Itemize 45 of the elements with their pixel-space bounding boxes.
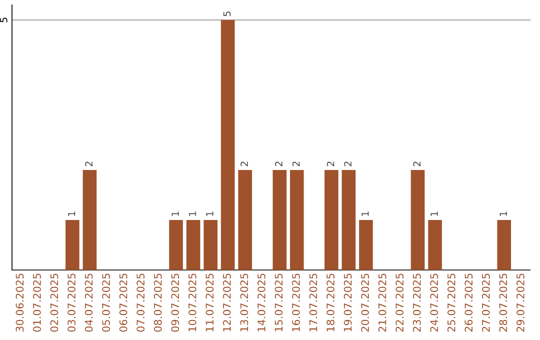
x-tick-label: 25.07.2025 xyxy=(447,274,456,332)
x-tick-label: 23.07.2025 xyxy=(412,274,421,332)
x-tick-label: 10.07.2025 xyxy=(188,274,196,332)
data-label: 2 xyxy=(292,162,300,166)
x-tick-label: 02.07.2025 xyxy=(50,274,58,332)
x-tick-label: 05.07.2025 xyxy=(102,274,110,332)
data-label: 1 xyxy=(172,212,179,216)
x-tick-label: 11.07.2025 xyxy=(206,274,214,332)
x-tick-label: 27.07.2025 xyxy=(482,274,490,332)
x-tick-label: 18.07.2025 xyxy=(326,274,334,332)
data-label: 1 xyxy=(362,212,369,216)
x-tick-label: 04.07.2025 xyxy=(84,274,93,332)
x-tick-label: 19.07.2025 xyxy=(344,274,352,332)
x-tick-label: 07.07.2025 xyxy=(136,274,145,332)
x-tick-label: 29.07.2025 xyxy=(516,274,524,332)
data-label: 2 xyxy=(240,162,248,166)
data-label: 2 xyxy=(344,162,352,166)
data-label: 1 xyxy=(188,212,196,216)
x-tick-label: 12.07.2025 xyxy=(222,274,231,332)
data-label: 2 xyxy=(275,162,282,166)
data-label: 5 xyxy=(223,12,231,16)
x-tick-label: 15.07.2025 xyxy=(274,274,283,332)
x-tick-label: 13.07.2025 xyxy=(240,274,248,332)
x-tick-label: 22.07.2025 xyxy=(396,274,404,332)
x-tick-label: 24.07.2025 xyxy=(430,274,438,332)
data-label: 2 xyxy=(413,162,420,166)
x-tick-label: 14.07.2025 xyxy=(258,274,266,332)
x-tick-label: 09.07.2025 xyxy=(171,274,180,332)
x-tick-label: 06.07.2025 xyxy=(119,274,128,332)
x-tick-label: 08.07.2025 xyxy=(154,274,162,332)
x-tick-label: 03.07.2025 xyxy=(68,274,76,332)
data-label: 2 xyxy=(85,162,92,166)
x-tick-label: 17.07.2025 xyxy=(309,274,318,332)
x-tick-label: 26.07.2025 xyxy=(464,274,473,332)
data-label: 1 xyxy=(206,212,214,216)
x-tick-label: 28.07.2025 xyxy=(499,274,508,332)
data-label: 1 xyxy=(500,212,507,216)
x-tick-label: 16.07.2025 xyxy=(292,274,300,332)
x-tick-label: 21.07.2025 xyxy=(378,274,386,332)
data-label: 2 xyxy=(326,162,334,166)
data-label: 1 xyxy=(430,212,438,216)
x-tick-label: 01.07.2025 xyxy=(33,274,41,332)
data-label: 1 xyxy=(68,212,76,216)
x-tick-label: 30.06.2025 xyxy=(16,274,24,332)
x-tick-label: 20.07.2025 xyxy=(361,274,369,332)
